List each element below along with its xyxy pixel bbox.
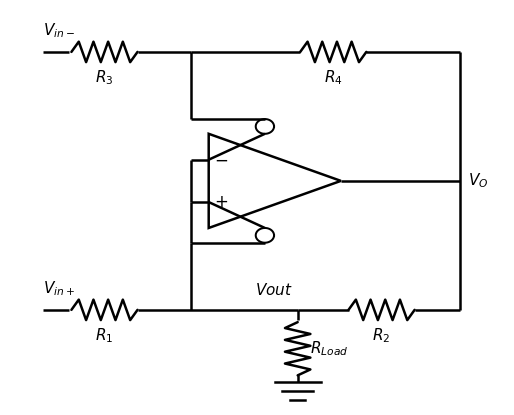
Text: $V_{in+}$: $V_{in+}$ — [44, 279, 76, 298]
Text: $R_3$: $R_3$ — [95, 68, 114, 87]
Text: $-$: $-$ — [214, 151, 229, 168]
Text: $R_{Load}$: $R_{Load}$ — [310, 339, 349, 358]
Text: $+$: $+$ — [214, 193, 228, 211]
Text: $R_2$: $R_2$ — [373, 326, 391, 345]
Text: $V_{in-}$: $V_{in-}$ — [44, 21, 76, 39]
Text: $R_4$: $R_4$ — [324, 68, 343, 87]
Text: $Vout$: $Vout$ — [255, 282, 292, 298]
Text: $R_1$: $R_1$ — [95, 326, 114, 345]
Text: $V_O$: $V_O$ — [468, 171, 488, 190]
